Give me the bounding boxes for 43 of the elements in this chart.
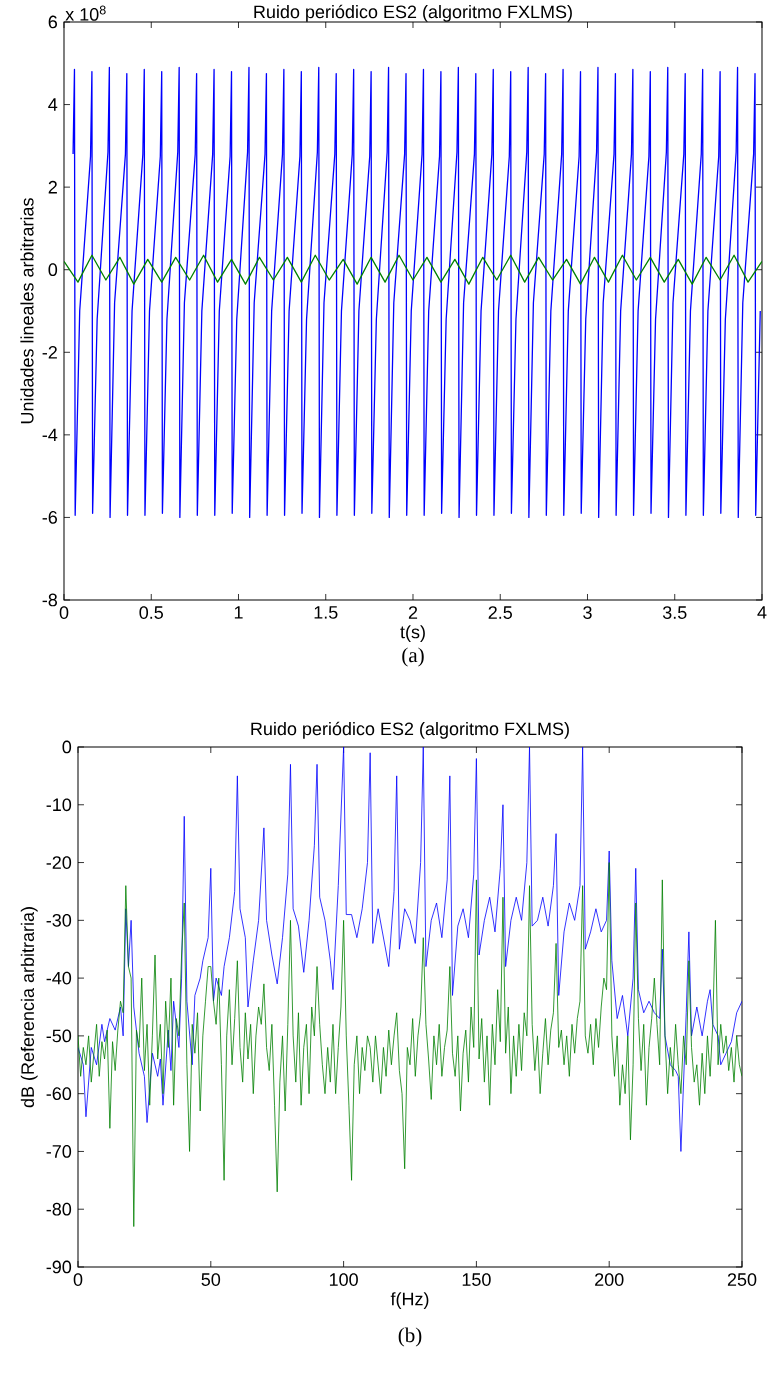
text: (a) xyxy=(402,647,424,667)
x-tick-label: 1.5 xyxy=(314,606,338,619)
y-tick-label: 0 xyxy=(62,740,72,754)
x-tick-label: 2.5 xyxy=(488,606,512,619)
text: x 10$^{8}$ xyxy=(65,5,106,21)
y-tick-label: -6 xyxy=(42,511,58,524)
y-tick-label: -2 xyxy=(42,345,57,359)
x-tick-label: 4 xyxy=(757,606,767,619)
x-tick-label: 3 xyxy=(583,606,592,619)
y-tick-label: -20 xyxy=(46,856,72,869)
y-tick-label: 6 xyxy=(48,15,58,29)
x-tick-label: 0 xyxy=(73,1273,83,1286)
y-tick-label: 4 xyxy=(48,98,58,111)
y-axis-title: dB (Referencia arbitraria) xyxy=(20,907,38,1108)
x-tick-label: 100 xyxy=(329,1273,358,1286)
y-tick-label: -60 xyxy=(46,1087,72,1101)
text: (b) xyxy=(398,1327,422,1347)
y-tick-label: -4 xyxy=(42,428,58,442)
x-tick-label: 2 xyxy=(408,606,418,619)
x-tick-label: 0.5 xyxy=(139,606,163,619)
x-axis-title: t(s) xyxy=(400,625,425,642)
y-tick-label: -70 xyxy=(46,1145,72,1158)
chart-title: Ruido periódico ES2 (algoritmo FXLMS) xyxy=(251,721,569,739)
line-series xyxy=(64,254,762,285)
y-tick-label: -10 xyxy=(46,798,72,812)
y-tick-label: -50 xyxy=(46,1029,72,1043)
x-axis-title: f(Hz) xyxy=(390,1292,429,1309)
x-tick-label: 250 xyxy=(727,1273,757,1286)
chart-title: Ruido periódico ES2 (algoritmo FXLMS) xyxy=(254,4,572,22)
line-series xyxy=(72,66,761,519)
y-axis-title: Unidades lineales arbitrarias xyxy=(20,198,34,424)
x-tick-label: 1 xyxy=(234,606,243,619)
x-tick-label: 150 xyxy=(462,1273,491,1286)
x-tick-label: 200 xyxy=(595,1273,624,1286)
y-tick-label: 0 xyxy=(48,263,58,277)
y-tick-label: -80 xyxy=(46,1202,72,1216)
y-tick-label: -30 xyxy=(46,913,72,927)
y-tick-label: -8 xyxy=(42,593,58,607)
x-tick-label: 50 xyxy=(201,1273,221,1286)
y-tick-label: -40 xyxy=(46,971,72,985)
y-tick-label: -90 xyxy=(46,1260,72,1274)
y-tick-label: 2 xyxy=(48,180,57,194)
x-tick-label: 3.5 xyxy=(662,606,687,619)
